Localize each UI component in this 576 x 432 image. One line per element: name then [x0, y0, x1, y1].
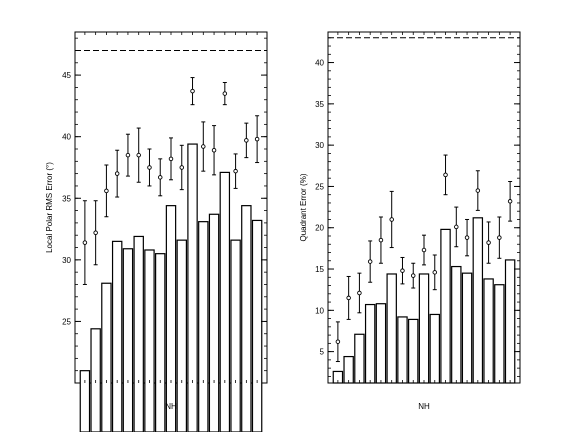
bar — [187, 143, 198, 432]
bar — [429, 313, 441, 384]
bar — [79, 370, 91, 432]
y-tick-label: 5 — [320, 348, 325, 357]
bar — [364, 303, 376, 384]
bar — [440, 228, 451, 384]
bar — [504, 259, 516, 384]
data-point — [222, 91, 228, 96]
data-point — [168, 156, 174, 162]
data-point — [507, 199, 513, 204]
y-tick-label: 30 — [62, 256, 71, 265]
bar — [461, 272, 473, 384]
data-point — [114, 171, 120, 176]
data-point — [464, 235, 470, 240]
bar — [198, 221, 209, 432]
y-tick-label: 15 — [315, 265, 324, 274]
y-tick-label: 20 — [315, 224, 324, 233]
data-point — [93, 230, 98, 235]
x-axis-label: NH — [165, 402, 177, 411]
bar — [408, 318, 419, 384]
bar — [101, 282, 112, 432]
data-point — [486, 240, 491, 245]
y-tick-label: 35 — [315, 100, 324, 109]
bar — [472, 217, 484, 384]
data-point — [421, 247, 427, 253]
data-point — [211, 147, 217, 153]
data-point — [432, 270, 438, 275]
y-axis-label: Quadrant Error (%) — [299, 173, 308, 241]
data-point — [157, 175, 163, 180]
bar — [386, 273, 397, 384]
data-point — [136, 152, 141, 158]
data-point — [367, 259, 373, 264]
y-tick-label: 25 — [62, 317, 71, 326]
data-point — [497, 235, 502, 240]
data-point — [400, 268, 405, 273]
bar — [122, 248, 134, 432]
bar — [251, 219, 263, 432]
bar — [230, 239, 241, 432]
data-point — [190, 88, 195, 94]
bar — [375, 303, 387, 384]
data-point — [443, 172, 448, 178]
y-tick-label: 30 — [315, 141, 324, 150]
data-point — [475, 188, 481, 193]
bar — [111, 240, 123, 432]
bar — [219, 171, 231, 432]
data-point — [82, 240, 88, 245]
bar — [397, 316, 408, 384]
data-point — [454, 224, 459, 230]
y-tick-label: 40 — [315, 59, 324, 68]
bar — [241, 205, 252, 432]
data-point — [147, 165, 152, 170]
data-point — [346, 295, 351, 301]
data-point — [410, 273, 416, 278]
data-point — [125, 152, 131, 158]
bar — [451, 265, 462, 384]
left-chart-panel: 25 30 35 40 45 Local Polar RMS Error (°) NH — [45, 31, 268, 432]
x-axis-label: NH — [418, 402, 430, 411]
bar — [418, 273, 430, 384]
data-point — [378, 237, 384, 243]
y-tick-label: 10 — [315, 306, 324, 315]
bar — [176, 239, 187, 432]
bar — [144, 249, 155, 432]
y-tick-label: 45 — [62, 71, 71, 80]
data-point — [357, 290, 362, 296]
bar — [155, 253, 166, 432]
right-chart-panel: 5 10 15 20 25 30 35 40 Quadrant Error (%) NH — [299, 31, 521, 411]
y-tick-label: 40 — [62, 133, 71, 142]
bar — [343, 355, 354, 384]
data-point — [179, 165, 185, 170]
y-tick-label: 25 — [315, 182, 324, 191]
bar — [354, 333, 365, 384]
bar — [165, 205, 177, 432]
data-point — [389, 217, 394, 222]
data-point — [201, 144, 206, 149]
bar — [133, 235, 144, 432]
bar — [494, 284, 505, 384]
bar — [483, 278, 494, 384]
y-axis-label: Local Polar RMS Error (°) — [45, 162, 54, 253]
bar — [208, 213, 220, 432]
y-tick-label: 35 — [62, 194, 71, 203]
data-point — [335, 339, 341, 344]
data-point — [233, 168, 238, 174]
data-point — [254, 136, 260, 142]
data-point — [104, 188, 109, 194]
data-point — [244, 138, 249, 143]
